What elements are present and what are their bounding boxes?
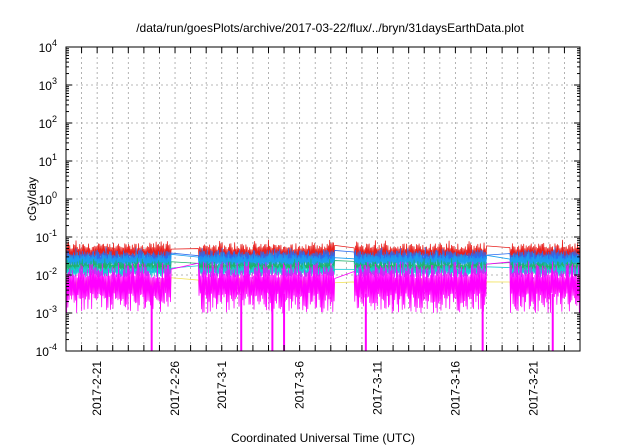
y-tick-label: 102: [39, 114, 57, 131]
y-axis: 10-4 10-3 10-2 10-1 100 101 102 103 104: [36, 38, 580, 359]
x-tick-label: 2017-3-6: [293, 361, 307, 409]
x-tick-label: 2017-3-1: [215, 361, 229, 409]
x-axis-label: Coordinated Universal Time (UTC): [231, 431, 415, 445]
series-line: [65, 251, 581, 270]
grid: [66, 47, 580, 351]
y-tick-label: 10-1: [36, 228, 57, 245]
y-tick-label: 10-4: [36, 342, 57, 359]
y-tick-label: 100: [39, 190, 57, 207]
y-axis-label: cGy/day: [25, 177, 39, 221]
x-tick-label: 2017-3-16: [448, 361, 462, 416]
series-line: [65, 261, 581, 314]
y-tick-label: 101: [39, 152, 57, 169]
x-axis: 2017-2-21 2017-2-26 2017-3-1 2017-3-6 2017-3…: [81, 47, 565, 416]
series-group: [65, 239, 581, 351]
y-tick-label: 103: [39, 76, 57, 93]
x-tick-label: 2017-3-21: [526, 361, 540, 416]
x-tick-label: 2017-2-26: [168, 361, 182, 416]
y-tick-label: 10-2: [36, 266, 57, 283]
x-tick-label: 2017-2-21: [90, 361, 104, 416]
y-tick-label: 10-3: [36, 304, 57, 321]
x-tick-label: 2017-3-11: [371, 361, 385, 415]
y-tick-label: 104: [39, 38, 57, 55]
chart-title: /data/run/goesPlots/archive/2017-03-22/f…: [136, 21, 524, 35]
